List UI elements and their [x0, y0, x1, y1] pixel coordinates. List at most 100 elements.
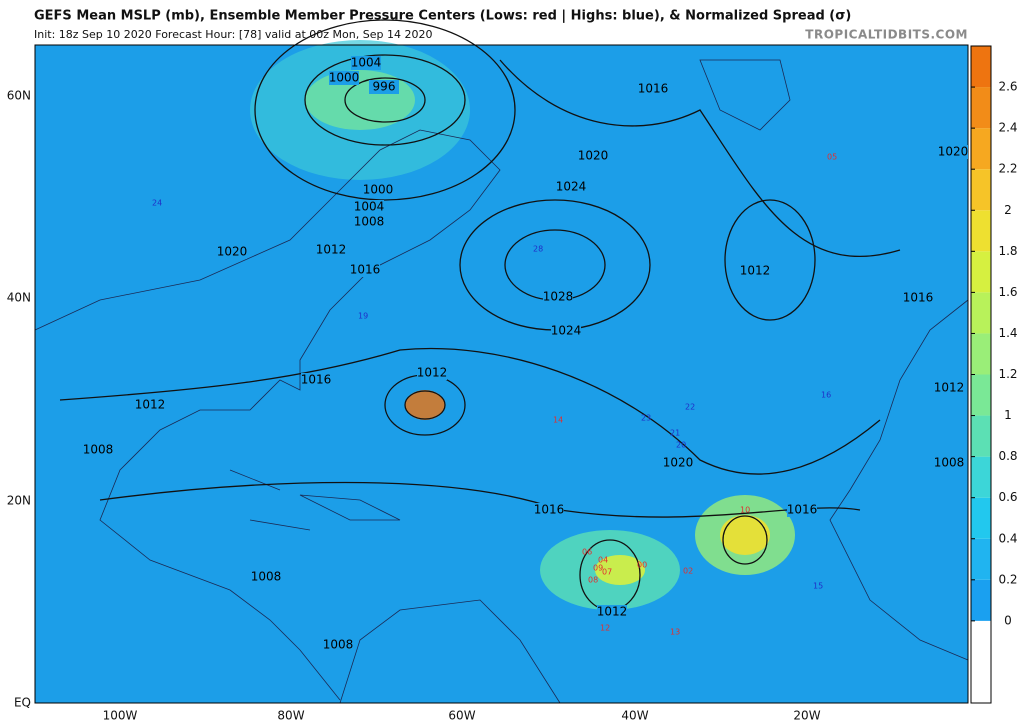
isobar-label: 1016	[534, 503, 565, 517]
isobar-label: 1012	[597, 605, 628, 619]
isobar-label-bg	[350, 263, 380, 277]
isobar-label: 1012	[316, 243, 347, 257]
isobar-label-bg	[354, 215, 384, 229]
isobar-label: 1020	[663, 456, 694, 470]
isobar-label-bg	[316, 243, 346, 257]
isobar-label: 1016	[903, 291, 934, 305]
isobar-label-bg	[251, 570, 281, 584]
isobar-label-bg	[417, 366, 447, 380]
spread-area	[405, 390, 445, 420]
isobar-label: 1024	[556, 180, 587, 194]
isobar-label: 1012	[135, 398, 166, 412]
ocean	[35, 45, 968, 703]
colorbar-tick-label: 0.8	[998, 449, 1017, 463]
isobar-label: 996	[373, 80, 396, 94]
colorbar-tick-label: 2.6	[998, 80, 1017, 94]
isobar-label: 1012	[417, 366, 448, 380]
lat-label: 20N	[7, 494, 31, 508]
isobar	[724, 199, 816, 321]
colorbar-tick-label: 0.2	[998, 572, 1017, 586]
coastline	[829, 299, 969, 661]
low-center: 06	[582, 548, 592, 557]
map-frame	[34, 44, 969, 704]
isobar-label: 1008	[83, 443, 114, 457]
low-center: 02	[683, 567, 693, 576]
low-center: 12	[600, 624, 610, 633]
isobar-label-bg	[934, 456, 964, 470]
coastline	[34, 129, 501, 701]
colorbar-tick-label: 1	[1004, 408, 1012, 422]
high-center: 15	[813, 582, 823, 591]
colorbar-tick-label: 0	[1004, 613, 1012, 627]
isobar-label-bg	[543, 290, 573, 304]
colorbar-tick-label: 1.6	[998, 285, 1017, 299]
isobar-label-bg	[369, 80, 399, 94]
colorbar-tick-label: 2.2	[998, 162, 1017, 176]
high-center: 20	[676, 441, 686, 450]
colorbar-band	[971, 128, 991, 170]
low-center: 10	[740, 506, 750, 515]
low-center: 05	[827, 153, 837, 162]
lon-label: 40W	[621, 709, 648, 723]
isobar-label: 1000	[329, 71, 360, 85]
colorbar-tick-label: 0.6	[998, 490, 1017, 504]
isobar-label: 1012	[934, 381, 965, 395]
isobar-label: 1004	[354, 200, 385, 214]
isobar-label-bg	[83, 443, 113, 457]
isobar-label-bg	[638, 82, 668, 96]
lon-label: 60W	[448, 709, 475, 723]
high-center: 24	[152, 199, 162, 208]
islands	[229, 469, 401, 531]
lat-label: 40N	[7, 291, 31, 305]
low-center: 08	[588, 576, 598, 585]
spread-area	[595, 555, 645, 585]
isobar-label: 1008	[934, 456, 965, 470]
isobar-label: 1024	[551, 324, 582, 338]
isobar-label: 1020	[578, 149, 609, 163]
colorbar-band	[971, 374, 991, 416]
isobar-label-bg	[578, 149, 608, 163]
high-center: 28	[533, 245, 543, 254]
colorbar-band	[971, 456, 991, 498]
colorbar-tick-label: 1.4	[998, 326, 1017, 340]
isobar-label-bg	[740, 264, 770, 278]
isobar-label-bg	[351, 56, 381, 70]
isobar-label-bg	[329, 71, 359, 85]
colorbar-band	[971, 620, 991, 703]
isobar	[254, 19, 516, 201]
title: GEFS Mean MSLP (mb), Ensemble Member Pre…	[34, 9, 851, 24]
high-center: 23	[641, 414, 651, 423]
isobar-label-bg	[556, 180, 586, 194]
isobar-label-bg	[354, 200, 384, 214]
colorbar-band	[971, 333, 991, 375]
isobar	[579, 515, 768, 611]
colorbar-tick-label: 1.8	[998, 244, 1017, 258]
isobar-label: 1008	[251, 570, 282, 584]
colorbar-band	[971, 415, 991, 457]
isobar-label-bg	[323, 638, 353, 652]
colorbar-band	[971, 210, 991, 252]
isobar-label: 1012	[740, 264, 771, 278]
isobar-label-bg	[135, 398, 165, 412]
low-center: 00	[637, 561, 647, 570]
coastline	[339, 599, 561, 704]
colorbar-band	[971, 292, 991, 334]
isobar	[459, 199, 651, 331]
isobar-label-bg	[363, 183, 393, 197]
colorbar-band	[971, 579, 991, 621]
isobar-label: 1016	[787, 503, 818, 517]
colorbar-band	[971, 538, 991, 580]
isobar-label: 1008	[354, 215, 385, 229]
high-center: 16	[821, 391, 831, 400]
isobar-label-bg	[663, 456, 693, 470]
isobar-label-bg	[551, 324, 581, 338]
colorbar-band	[971, 46, 991, 88]
isobar-label-bg	[534, 503, 564, 517]
isobar-label-bg	[597, 605, 627, 619]
isobar-label: 1008	[323, 638, 354, 652]
isobar-label: 1016	[638, 82, 669, 96]
lat-label: EQ	[14, 696, 31, 710]
low-center: 13	[670, 628, 680, 637]
